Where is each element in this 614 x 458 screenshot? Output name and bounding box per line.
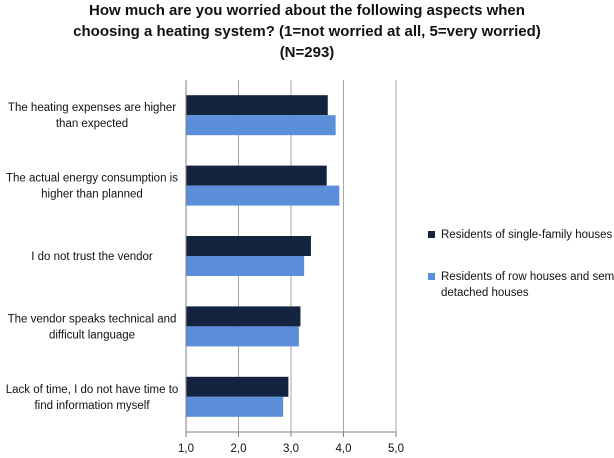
- bar: [186, 396, 284, 417]
- category-label: The actual energy consumption is: [6, 173, 178, 185]
- bar: [186, 236, 311, 256]
- chart-title-line-2: choosing a heating system? (1=not worrie…: [73, 23, 541, 40]
- category-label: higher than planned: [41, 189, 143, 201]
- legend-label: Residents of row houses and semi-: [441, 271, 614, 283]
- category-label: difficult language: [49, 329, 135, 341]
- bar: [186, 165, 327, 186]
- bar: [186, 95, 328, 116]
- category-label: Lack of time, I do not have time to: [6, 384, 179, 396]
- category-label: find information myself: [34, 400, 150, 412]
- category-label: I do not trust the vendor: [31, 251, 153, 263]
- bar: [186, 185, 340, 206]
- bar: [186, 256, 305, 276]
- x-tick-label: 2,0: [231, 443, 247, 455]
- category-label: than expected: [56, 118, 128, 130]
- x-tick-label: 1,0: [178, 443, 194, 455]
- legend-swatch: [428, 231, 435, 238]
- legend-label: Residents of single-family houses: [441, 229, 613, 241]
- bar: [186, 326, 299, 347]
- category-label: The vendor speaks technical and: [8, 313, 177, 325]
- legend-swatch: [428, 273, 435, 280]
- chart-title: How much are you worried about the follo…: [0, 0, 614, 63]
- x-tick-label: 4,0: [336, 443, 352, 455]
- bar: [186, 306, 301, 327]
- legend-label: detached houses: [441, 287, 529, 299]
- bar: [186, 115, 336, 136]
- x-tick-label: 5,0: [388, 443, 404, 455]
- chart-title-line-3: (N=293): [279, 44, 335, 61]
- category-label: The heating expenses are higher: [8, 102, 176, 114]
- chart-title-line-1: How much are you worried about the follo…: [89, 2, 525, 19]
- x-tick-label: 3,0: [283, 443, 299, 455]
- bar: [186, 376, 289, 397]
